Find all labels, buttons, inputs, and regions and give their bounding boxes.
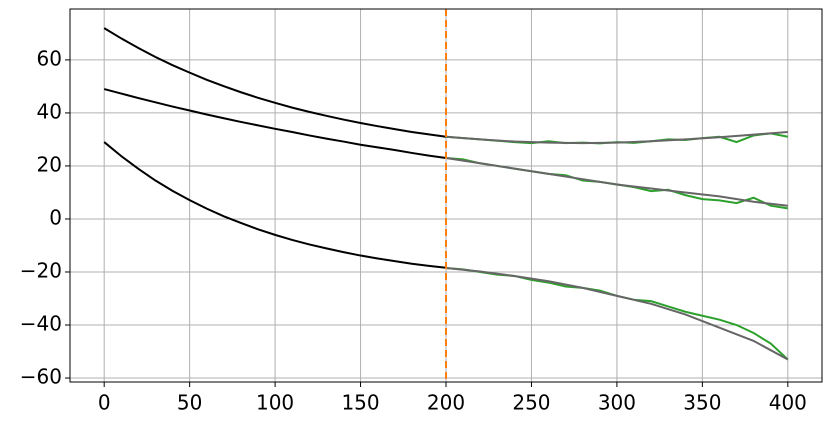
line <box>103 141 447 269</box>
x-tick-label: 400 <box>769 391 807 415</box>
x-tick-label: 0 <box>98 391 111 415</box>
x-tick-label: 250 <box>512 391 550 415</box>
y-tick-label: −60 <box>20 365 62 389</box>
y-tick-label: 60 <box>37 46 62 70</box>
line <box>445 131 788 145</box>
line <box>445 156 788 207</box>
y-tick-label: −20 <box>20 258 62 282</box>
x-tick-label: 350 <box>683 391 721 415</box>
line <box>103 27 447 138</box>
y-tick-label: 20 <box>37 152 62 176</box>
x-tick-label: 50 <box>177 391 202 415</box>
y-tick-label: 0 <box>49 205 62 229</box>
line <box>103 88 447 159</box>
x-tick-label: 100 <box>256 391 294 415</box>
x-tick-label: 150 <box>341 391 379 415</box>
y-tick-label: −40 <box>20 312 62 336</box>
line <box>445 267 789 361</box>
x-tick-label: 200 <box>427 391 465 415</box>
plot-frame <box>69 8 823 383</box>
x-tick-label: 300 <box>598 391 636 415</box>
y-tick-label: 40 <box>37 99 62 123</box>
